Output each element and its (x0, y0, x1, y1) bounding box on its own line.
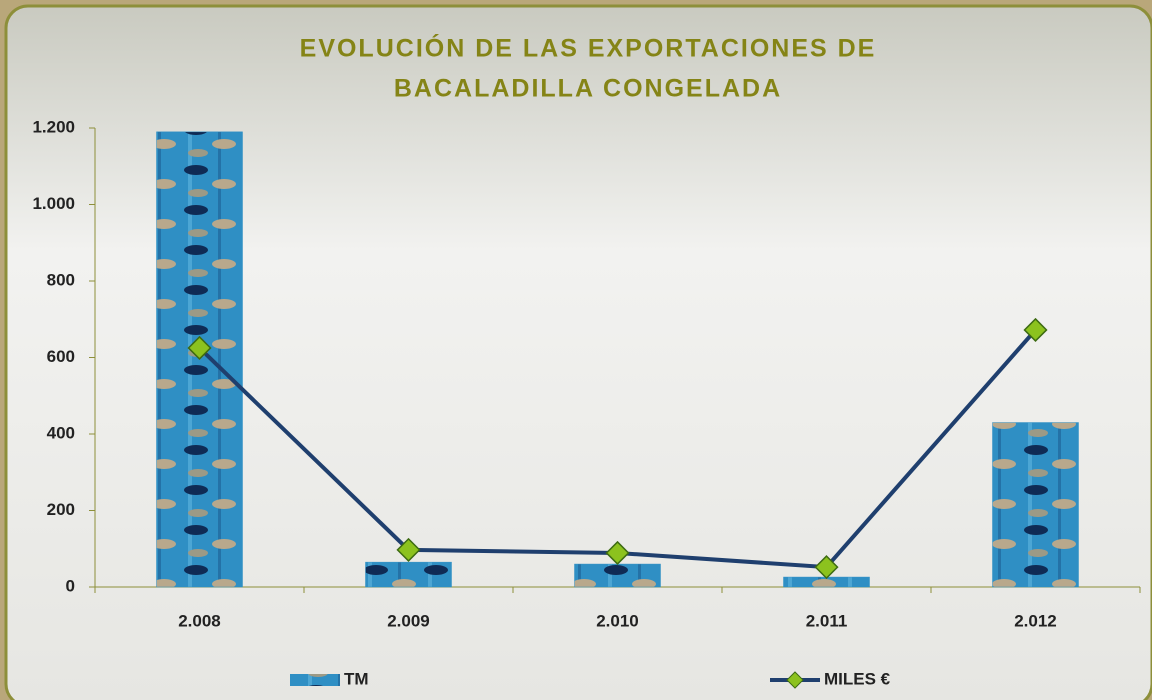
x-tick-label: 2.012 (1014, 611, 1057, 630)
y-tick-label: 400 (47, 423, 75, 442)
page: EVOLUCIÓN DE LAS EXPORTACIONES DE BACALA… (0, 0, 1152, 700)
legend-swatch (290, 674, 340, 686)
x-tick-label: 2.011 (806, 611, 848, 630)
x-tick-label: 2.009 (387, 611, 430, 630)
bar (575, 564, 661, 587)
y-tick-label: 600 (47, 347, 75, 366)
y-tick-label: 1.200 (32, 117, 75, 136)
bar (993, 423, 1079, 587)
y-tick-label: 800 (47, 270, 75, 289)
chart: EVOLUCIÓN DE LAS EXPORTACIONES DE BACALA… (0, 0, 1152, 700)
bar (366, 562, 452, 587)
x-tick-label: 2.008 (178, 611, 221, 630)
chart-title: EVOLUCIÓN DE LAS EXPORTACIONES DE (300, 33, 877, 63)
y-tick-label: 0 (66, 576, 75, 595)
chart-title: BACALADILLA CONGELADA (394, 75, 782, 103)
y-tick-label: 1.000 (32, 194, 75, 213)
y-tick-label: 200 (47, 500, 75, 519)
legend-label: TM (344, 669, 369, 688)
legend-label: MILES € (824, 669, 891, 688)
x-tick-label: 2.010 (596, 611, 639, 630)
